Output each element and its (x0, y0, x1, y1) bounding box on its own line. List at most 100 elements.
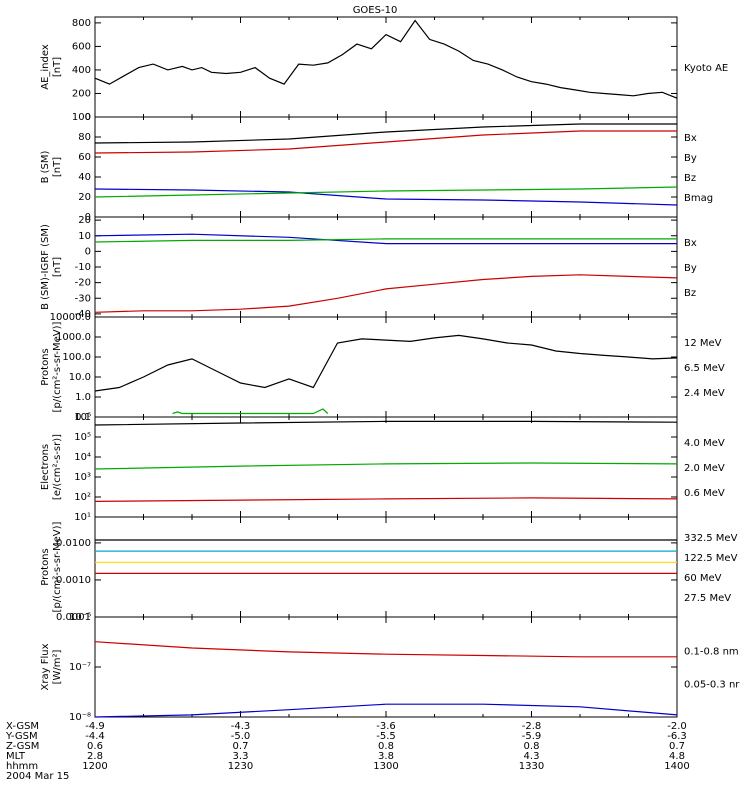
y-axis-label: [e/(cm²-s-sr)] (52, 434, 63, 500)
footer-value: 4.3 (524, 751, 540, 762)
y-tick-label: 800 (72, 18, 91, 29)
series-line-0-6-mev (94, 420, 678, 426)
legend-entry: Bx (684, 238, 697, 249)
y-tick-label: 40 (78, 172, 91, 183)
y-tick-label: -20 (75, 278, 91, 289)
legend-entry: 6.5 MeV (684, 363, 725, 374)
y-tick-label: 20 (78, 215, 91, 226)
legend-entry: 4.0 MeV (684, 438, 725, 449)
y-tick-label: 10⁻⁷ (69, 662, 91, 673)
footer-value: 1330 (519, 761, 544, 772)
footer-value: -2.0 (667, 721, 687, 732)
footer-row-label: Y-GSM (5, 731, 38, 742)
footer-value: 3.3 (233, 751, 249, 762)
y-axis-label: [W/m²] (52, 649, 63, 684)
footer-value: 0.7 (233, 741, 249, 752)
plot-title: GOES-10 (353, 5, 398, 16)
y-axis-label: Protons (40, 548, 51, 585)
series-line-bmag (94, 123, 677, 144)
y-tick-label: 80 (78, 132, 91, 143)
y-tick-label: 20 (78, 192, 91, 203)
legend-entry: 0.6 MeV (684, 488, 725, 499)
legend-entry: 27.5 MeV (684, 593, 731, 604)
series-line-0-1-0-8-nm (94, 641, 677, 658)
series-line-bx (94, 233, 677, 245)
footer-row-label: Z-GSM (6, 741, 39, 752)
y-tick-label: 400 (72, 65, 91, 76)
y-axis-label: Xray Flux (40, 643, 51, 690)
y-tick-label: 10⁻⁸ (69, 712, 91, 723)
series-line-bz (94, 274, 678, 313)
y-axis-label: Protons (40, 348, 51, 385)
legend-entry: 332.5 MeV (684, 533, 738, 544)
footer-value: -5.5 (376, 731, 396, 742)
panel-3: 0.1 1.0 10.0 100.0 1000.0 10000.0 Protons [p/(c… (40, 312, 725, 423)
y-tick-label: 10 (78, 231, 91, 242)
panel-2: -40 -30 -20 -10 0 10 20 B (SM)-IGRF (SM) [nT] Bx B… (40, 215, 697, 320)
y-tick-label: 0.0010 (56, 575, 91, 586)
y-tick-label: 100.0 (62, 352, 91, 363)
y-axis-label: AE_index (40, 44, 51, 90)
series-line-0-05-0-3-nr (94, 703, 678, 718)
series-line-bz (94, 130, 677, 154)
footer-row-label: hhmm (6, 761, 38, 772)
legend-entry: 0.1-0.8 nm (684, 646, 739, 657)
footer-value: -4.3 (231, 721, 251, 732)
series-line-bx (94, 188, 678, 206)
panel-5: 0.0001 0.0010 0.0100 Protons [p/(cm²-s-sr-Me… (40, 516, 738, 623)
y-tick-label: -10 (75, 262, 91, 273)
footer-value: 0.7 (669, 741, 685, 752)
y-tick-label: 10⁵ (74, 432, 91, 443)
panel-frame (94, 616, 678, 718)
panel-frame (94, 316, 678, 418)
legend-entry: 122.5 MeV (684, 553, 738, 564)
footer-value: -3.6 (376, 721, 396, 732)
y-tick-label: 1.0 (75, 392, 91, 403)
y-axis-label: [p/(cm²-s-sr-MeV)] (52, 521, 63, 612)
footer-value: -4.9 (85, 721, 105, 732)
y-axis-label: [nT] (52, 57, 63, 77)
panel-frame (94, 516, 678, 618)
legend-entry: Bmag (684, 193, 713, 204)
y-axis-label: [nT] (52, 157, 63, 177)
footer-row-label: 2004 Mar 15 (6, 771, 69, 782)
y-tick-label: 10000.0 (50, 312, 91, 323)
series-line-4-0-mev (94, 497, 678, 502)
y-tick-label: 0.0001 (56, 612, 91, 623)
footer-value: 1300 (373, 761, 398, 772)
footer-value: 2.8 (87, 751, 103, 762)
series-line-6-5-mev (172, 408, 329, 415)
panel-0: 0 200 400 600 800 AE_index [nT] Kyoto AE (40, 16, 728, 123)
footer-value: -4.4 (85, 731, 105, 742)
footer-value: 0.8 (378, 741, 394, 752)
legend-entry: Bz (684, 288, 696, 299)
series-line-2-4-mev (94, 334, 678, 392)
panel-frame (94, 216, 678, 318)
footer-value: 4.8 (669, 751, 685, 762)
y-tick-label: 10.0 (69, 372, 91, 383)
legend-entry: By (684, 263, 697, 274)
series-line-by (94, 238, 677, 243)
y-tick-label: 0 (85, 212, 91, 223)
y-tick-label: 10¹ (74, 512, 91, 523)
y-tick-label: 0 (85, 112, 91, 123)
footer-value: 0.6 (87, 741, 103, 752)
y-axis-label: Electrons (40, 444, 51, 490)
y-tick-label: 200 (72, 88, 91, 99)
y-tick-label: 10² (74, 492, 91, 503)
y-axis-label: B (SM)-IGRF (SM) (40, 224, 51, 310)
y-axis-label: B (SM) (40, 150, 51, 183)
y-axis-label: [nT] (52, 257, 63, 277)
y-tick-label: 10⁴ (74, 452, 91, 463)
y-axis-label: [p/(cm²-s-sr-MeV)] (52, 321, 63, 412)
legend-entry: Bx (684, 133, 697, 144)
footer-value: -5.9 (522, 731, 542, 742)
y-tick-label: 0 (85, 246, 91, 257)
y-tick-label: 10⁶ (74, 412, 91, 423)
footer-value: 1400 (664, 761, 689, 772)
legend-entry: Kyoto AE (684, 63, 728, 74)
series-line-2-0-mev (94, 462, 678, 470)
panel-4: 10¹ 10² 10³ 10⁴ 10⁵ 10⁶ Electrons [e/(cm²-s-sr)… (40, 412, 725, 523)
